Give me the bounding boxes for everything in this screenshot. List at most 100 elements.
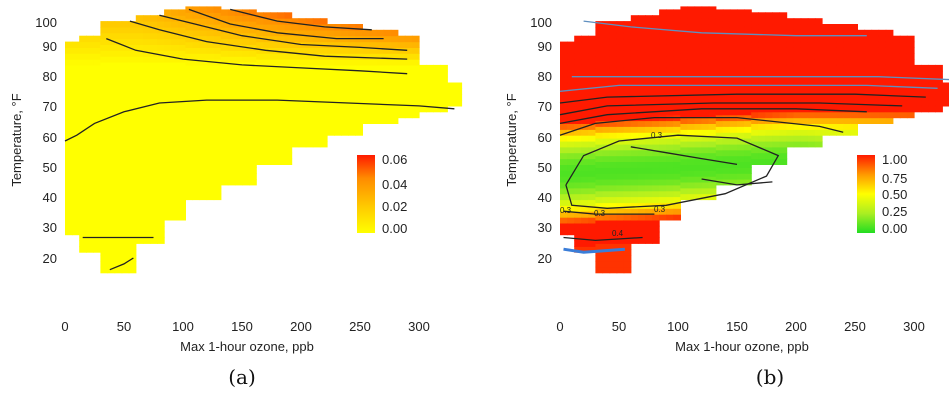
heatmap-cell <box>588 129 596 136</box>
heatmap-cell <box>687 135 696 142</box>
heatmap-cell <box>885 94 894 101</box>
heatmap-cell <box>234 108 243 116</box>
heatmap-cell <box>433 82 441 89</box>
heatmap-cell <box>263 111 271 119</box>
heatmap-cell <box>369 59 378 66</box>
heatmap-cell <box>751 53 759 60</box>
heatmap-cell <box>892 35 901 43</box>
heatmap-cell <box>630 120 639 127</box>
heatmap-cell <box>65 228 73 236</box>
heatmap-cell <box>86 240 94 247</box>
heatmap-cell <box>645 26 653 34</box>
heatmap-cell <box>114 255 123 262</box>
heatmap-cell <box>687 12 696 19</box>
heatmap-cell <box>659 38 667 45</box>
heatmap-cell <box>637 231 646 239</box>
heatmap-cell <box>871 100 880 107</box>
heatmap-cell <box>142 132 151 139</box>
heatmap-cell <box>100 173 109 180</box>
heatmap-cell <box>100 237 109 244</box>
heatmap-cell <box>72 111 80 119</box>
heatmap-cell <box>86 205 94 212</box>
heatmap-cell <box>348 105 356 113</box>
heatmap-cell <box>722 9 731 16</box>
heatmap-cell <box>843 123 851 130</box>
heatmap-cell <box>171 208 179 215</box>
heatmap-cell <box>616 255 625 262</box>
heatmap-cell <box>602 243 611 250</box>
heatmap-cell <box>744 32 752 40</box>
heatmap-cell <box>567 164 575 171</box>
heatmap-cell <box>227 62 236 69</box>
heatmap-cell <box>758 111 766 119</box>
heatmap-cell <box>220 91 229 98</box>
heatmap-cell <box>185 123 194 130</box>
heatmap-cell <box>157 56 165 63</box>
heatmap-cell <box>128 73 137 81</box>
heatmap-cell <box>121 255 130 262</box>
heatmap-cell <box>595 38 604 45</box>
heatmap-cell <box>800 129 809 136</box>
heatmap-cell <box>609 231 618 239</box>
heatmap-cell <box>86 105 94 113</box>
heatmap-cell <box>595 32 604 40</box>
heatmap-cell <box>652 126 660 133</box>
heatmap-cell <box>100 132 109 139</box>
heatmap-cell <box>362 59 371 66</box>
heatmap-cell <box>567 100 575 107</box>
heatmap-cell <box>298 100 307 107</box>
heatmap-cell <box>652 91 660 98</box>
heatmap-cell <box>652 179 660 186</box>
heatmap-cell <box>79 199 87 206</box>
heatmap-cell <box>263 129 271 136</box>
heatmap-cell <box>850 53 858 60</box>
heatmap-cell <box>892 47 901 54</box>
heatmap-cell <box>249 149 257 157</box>
heatmap-cell <box>602 260 611 268</box>
heatmap-cell <box>327 129 335 136</box>
heatmap-cell <box>729 15 738 22</box>
heatmap-cell <box>334 47 342 54</box>
heatmap-cell <box>327 41 335 48</box>
heatmap-cell <box>786 135 795 142</box>
heatmap-cell <box>227 38 236 45</box>
heatmap-cell <box>86 100 94 107</box>
heatmap-cell <box>871 29 880 37</box>
heatmap-cell <box>652 231 660 239</box>
heatmap-cell <box>433 94 441 101</box>
heatmap-cell <box>871 59 880 66</box>
heatmap-cell <box>666 190 674 198</box>
heatmap-cell <box>737 9 745 16</box>
heatmap-cell <box>121 132 130 139</box>
heatmap-cell <box>93 176 101 183</box>
y-tick-label: 70 <box>538 99 552 114</box>
heatmap-cell <box>305 59 314 66</box>
heatmap-cell <box>595 184 604 192</box>
heatmap-cell <box>701 146 710 154</box>
heatmap-cell <box>426 82 434 89</box>
heatmap-cell <box>157 132 165 139</box>
heatmap-cell <box>334 82 342 89</box>
contour-line <box>571 76 949 81</box>
heatmap-cell <box>93 35 101 43</box>
heatmap-cell <box>694 117 703 124</box>
heatmap-cell <box>595 91 604 98</box>
heatmap-cell <box>602 225 611 233</box>
heatmap-cell <box>616 243 625 250</box>
heatmap-cell <box>899 70 908 78</box>
heatmap-cell <box>150 62 158 69</box>
heatmap-cell <box>93 193 101 201</box>
heatmap-cell <box>192 111 201 119</box>
heatmap-cell <box>800 18 809 25</box>
heatmap-cell <box>327 100 335 107</box>
heatmap-cell <box>560 170 568 177</box>
heatmap-cell <box>213 24 222 31</box>
heatmap-cell <box>185 64 194 72</box>
heatmap-cell <box>751 29 759 37</box>
heatmap-cell <box>779 35 788 43</box>
heatmap-cell <box>666 179 674 186</box>
heatmap-cell <box>72 217 80 224</box>
heatmap-cell <box>807 123 816 130</box>
heatmap-cell <box>227 73 236 81</box>
heatmap-cell <box>150 143 158 151</box>
